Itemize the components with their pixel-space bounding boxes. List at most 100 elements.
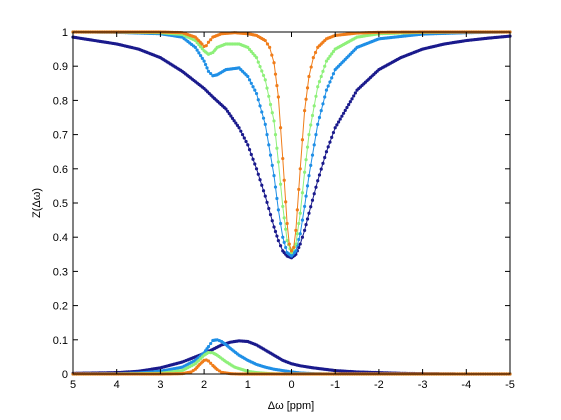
data-point <box>303 204 307 209</box>
data-point <box>321 69 325 73</box>
data-point <box>249 152 253 157</box>
data-point <box>330 135 334 139</box>
data-point <box>263 78 267 82</box>
data-point <box>272 225 276 229</box>
data-point <box>267 143 271 147</box>
x-tick-label: 5 <box>70 379 76 391</box>
data-point <box>352 94 356 98</box>
data-point <box>206 345 211 349</box>
data-point <box>272 119 276 123</box>
data-point <box>323 155 327 160</box>
y-tick-label: 0.8 <box>53 95 68 107</box>
data-point <box>319 74 323 79</box>
data-point <box>347 103 351 107</box>
data-point <box>305 217 310 221</box>
data-point <box>273 133 278 137</box>
data-point <box>326 145 330 149</box>
data-point <box>294 228 298 232</box>
data-point <box>297 237 301 242</box>
data-point <box>323 95 327 99</box>
data-point <box>263 38 267 43</box>
data-point <box>281 235 285 239</box>
data-point <box>272 174 276 178</box>
data-point <box>348 100 352 104</box>
data-point <box>312 143 316 147</box>
data-point <box>256 172 260 176</box>
data-point <box>284 245 288 250</box>
data-point <box>300 235 305 239</box>
data-point <box>256 98 260 102</box>
x-tick-label: -5 <box>505 379 515 391</box>
x-tick-label: 2 <box>201 379 207 391</box>
data-point <box>270 163 274 167</box>
data-point <box>227 112 231 116</box>
data-point <box>229 114 233 118</box>
series-1 <box>71 34 512 260</box>
y-axis-label: Z(Δω) <box>31 188 43 218</box>
data-point <box>298 232 302 236</box>
data-point <box>275 83 279 88</box>
data-point <box>273 185 278 189</box>
y-tick-label: 0.7 <box>53 130 68 142</box>
data-point <box>316 122 320 126</box>
data-point <box>200 42 204 46</box>
data-point <box>316 85 320 89</box>
data-point <box>305 86 310 90</box>
data-point <box>303 109 307 113</box>
data-point <box>312 104 316 108</box>
data-point <box>230 116 235 120</box>
data-point <box>304 158 308 162</box>
data-point <box>209 38 213 42</box>
data-point <box>292 245 296 250</box>
data-point <box>263 122 267 126</box>
data-point <box>300 138 305 142</box>
data-point <box>307 174 311 178</box>
y-tick-label: 0.5 <box>53 198 68 210</box>
data-point <box>251 85 255 89</box>
data-point <box>244 139 248 144</box>
data-point <box>195 48 199 52</box>
x-tick-label: -1 <box>330 379 340 391</box>
data-point <box>335 123 339 127</box>
y-tick-label: 0.9 <box>53 61 68 73</box>
data-point <box>232 119 236 123</box>
data-point <box>199 54 203 58</box>
data-point <box>247 148 252 152</box>
data-point <box>316 179 320 183</box>
data-point <box>193 45 197 49</box>
data-point <box>314 133 318 137</box>
data-point <box>353 91 357 95</box>
data-point <box>326 84 330 88</box>
data-point <box>328 140 332 144</box>
data-point <box>209 341 213 346</box>
data-point <box>300 218 305 222</box>
data-point <box>317 115 322 120</box>
data-point <box>203 62 208 67</box>
data-point <box>254 56 259 60</box>
data-point <box>282 240 286 244</box>
data-point <box>310 153 315 157</box>
data-point <box>284 227 288 231</box>
data-point <box>246 143 250 147</box>
data-point <box>309 123 313 127</box>
data-point <box>267 94 271 98</box>
data-point <box>298 242 302 246</box>
data-point <box>275 196 279 201</box>
data-point <box>310 198 315 202</box>
data-point <box>270 219 274 223</box>
data-point <box>209 71 213 76</box>
data-point <box>260 183 264 187</box>
y-tick-label: 0.4 <box>53 232 68 244</box>
data-point <box>237 126 241 130</box>
data-point <box>256 60 260 64</box>
data-point <box>275 146 279 150</box>
data-point <box>324 88 329 92</box>
data-point <box>268 213 273 217</box>
data-point <box>242 136 246 140</box>
data-point <box>305 145 310 149</box>
data-point <box>319 109 323 113</box>
data-point <box>205 66 209 70</box>
x-tick-label: -3 <box>418 379 428 391</box>
data-point <box>330 76 334 80</box>
